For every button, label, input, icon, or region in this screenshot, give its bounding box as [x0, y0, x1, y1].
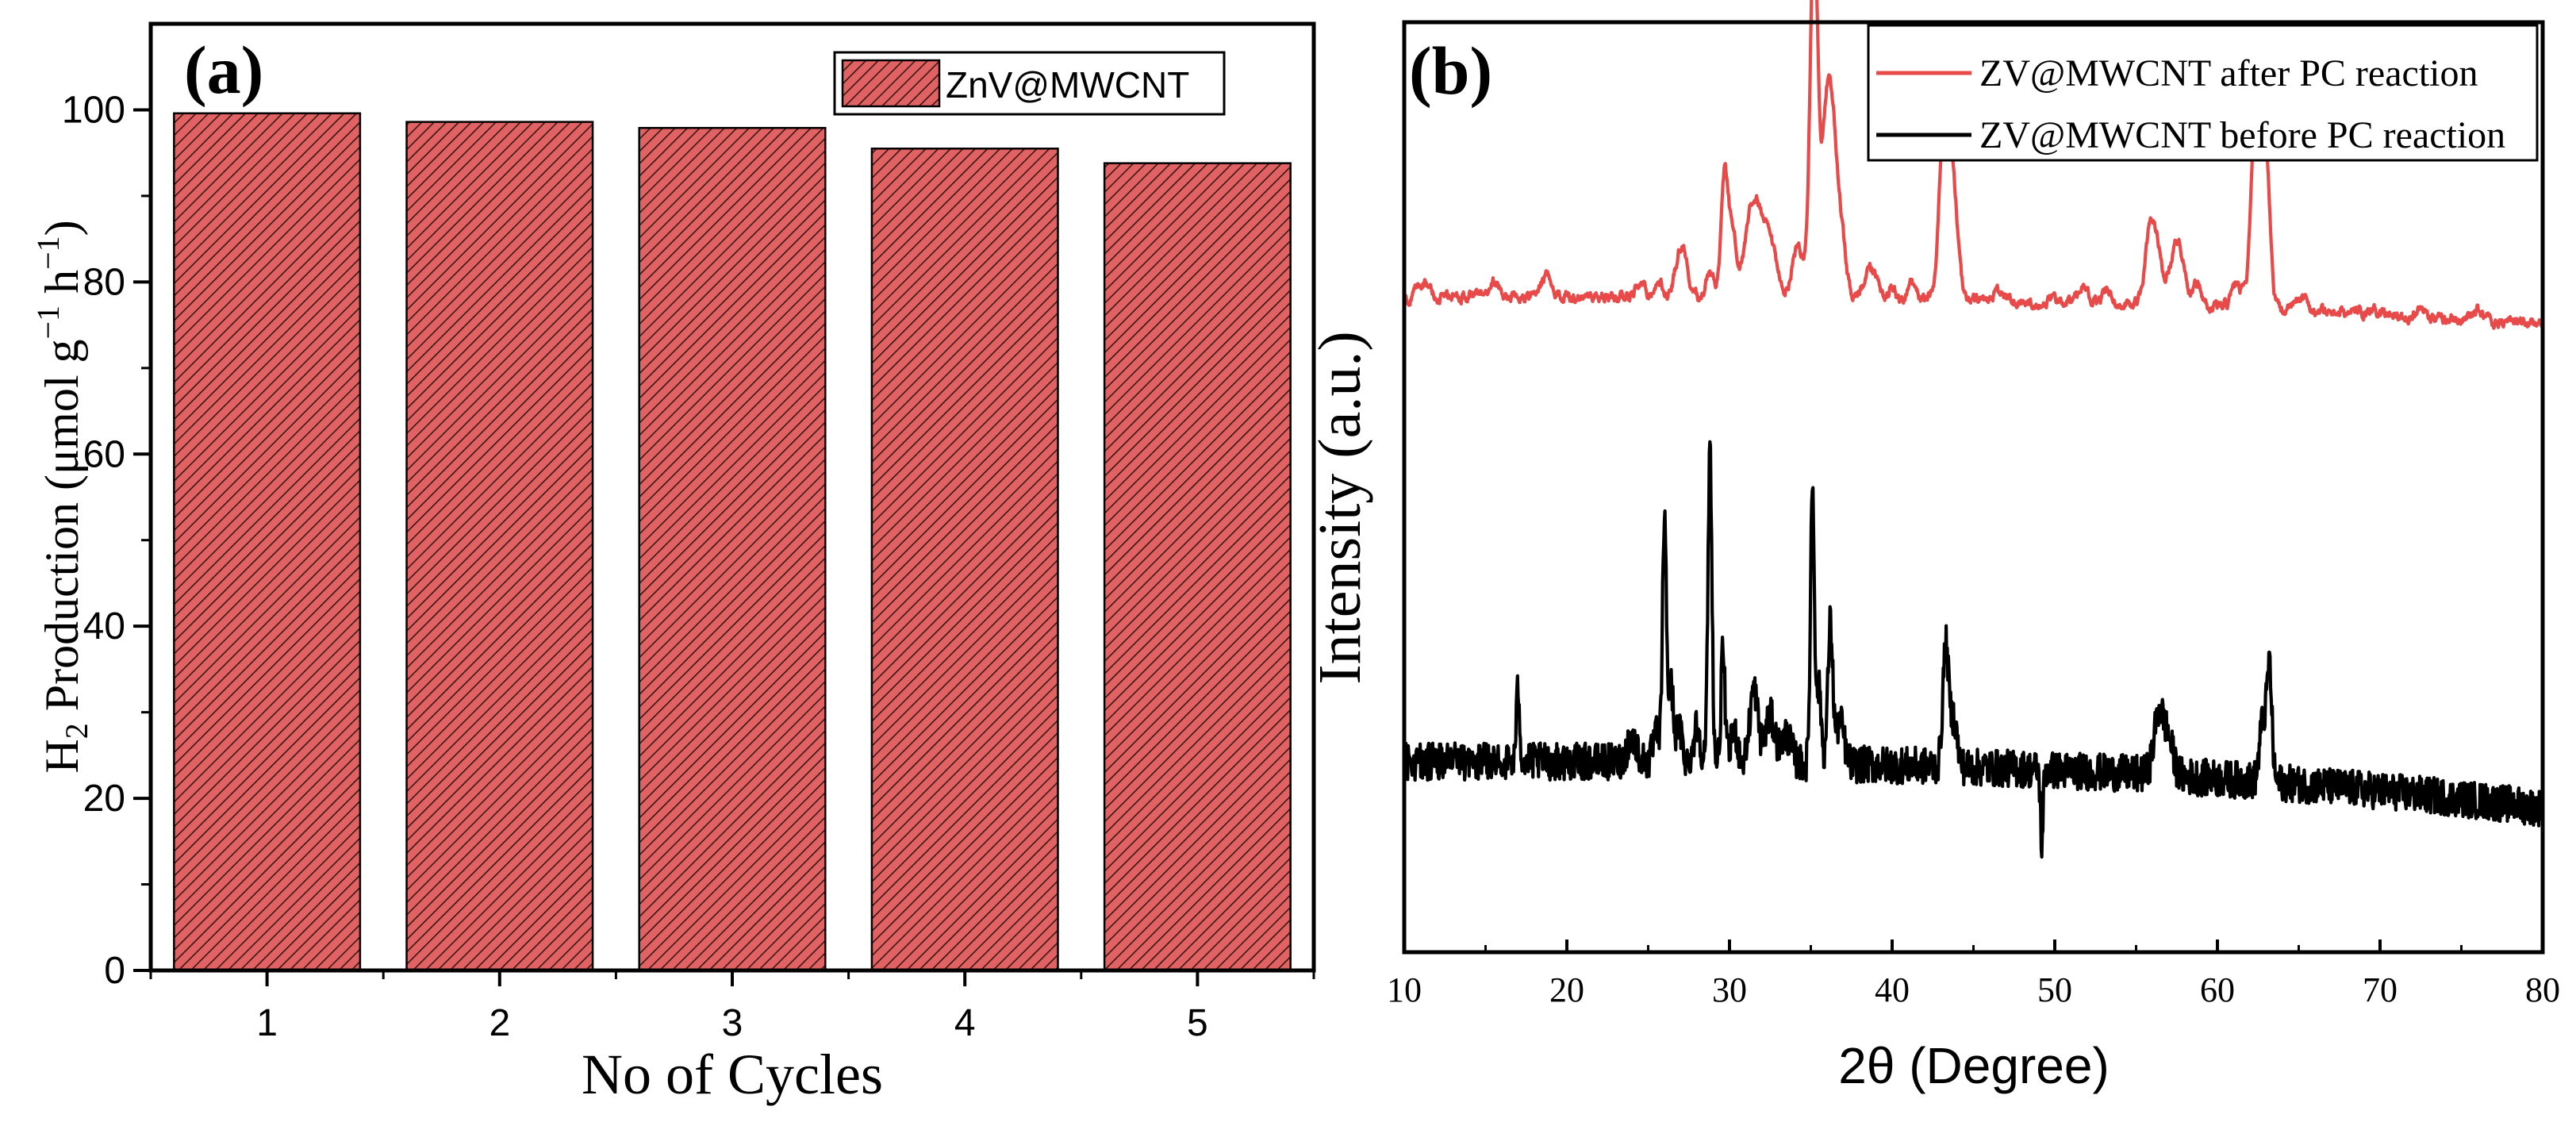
- y-tick-label: 100: [62, 89, 125, 131]
- panel-b-x-axis-label: 2θ (Degree): [1838, 1037, 2110, 1094]
- panel-a-label: (a): [184, 32, 263, 108]
- y-tick-label: 60: [83, 433, 125, 475]
- panel-a-x-ticks: 1 2 3 4 5: [149, 970, 1315, 1044]
- bar-cycle-5: [1103, 162, 1292, 972]
- y-tick-label: 80: [83, 261, 125, 303]
- legend-swatch-znv-mwcnt: [841, 59, 941, 108]
- x-tick-label: 4: [954, 1002, 976, 1044]
- bar-series-znv-mwcnt: [173, 112, 1292, 972]
- legend-label-znv-mwcnt: ZnV@MWCNT: [946, 64, 1189, 106]
- x-tick-label: 50: [2037, 970, 2072, 1009]
- x-tick-label: 1: [256, 1002, 278, 1044]
- x-tick-label: 10: [1387, 970, 1422, 1009]
- x-tick-label: 60: [2200, 970, 2235, 1009]
- y-tick-label: 40: [83, 605, 125, 647]
- panel-a-y-axis-label: H2 Production (μmol g−1 h−1): [30, 220, 94, 773]
- x-tick-label: 5: [1187, 1002, 1208, 1044]
- bar-cycle-3: [638, 126, 827, 972]
- series-line-before-pc-reaction: [1402, 440, 2545, 859]
- panel-b-x-ticks: 10 20 30 40 50 60 70 80: [1387, 939, 2560, 1009]
- y-tick-label: 0: [104, 950, 125, 992]
- series-line-after-pc-reaction: [1403, 0, 2545, 330]
- panel-b-xrd-chart: 10 20 30 40 50 60 70 80 (b) ZV@MWCNT after PC r…: [1307, 0, 2560, 1094]
- legend-label-after-pc-reaction: ZV@MWCNT after PC reaction: [1979, 52, 2478, 94]
- bar-cycle-1: [173, 112, 362, 972]
- x-tick-label: 80: [2525, 970, 2560, 1009]
- panel-a-x-axis-label: No of Cycles: [582, 1043, 883, 1106]
- x-tick-label: 40: [1875, 970, 1910, 1009]
- bar-cycle-4: [870, 148, 1059, 972]
- panel-b-label: (b): [1409, 33, 1492, 109]
- panel-a-legend: ZnV@MWCNT: [833, 51, 1226, 116]
- panel-a-y-ticks: 0 20 40 60 80 100: [62, 89, 151, 992]
- panel-b-plot-frame: [1402, 20, 2545, 955]
- x-tick-label: 2: [489, 1002, 510, 1044]
- y-tick-label: 20: [83, 778, 125, 820]
- x-tick-label: 20: [1549, 970, 1584, 1009]
- panel-b-y-axis-label: Intensity (a.u.): [1307, 331, 1373, 684]
- panel-a-bar-chart: 0 20 40 60 80 100 1 2 3 4 5 (a) ZnV@MWCNT No of C…: [30, 21, 1316, 1106]
- legend-label-before-pc-reaction: ZV@MWCNT before PC reaction: [1979, 114, 2505, 156]
- bar-cycle-2: [405, 121, 594, 972]
- panel-b-legend: ZV@MWCNT after PC reaction ZV@MWCNT befo…: [1867, 24, 2539, 162]
- x-tick-label: 3: [722, 1002, 743, 1044]
- x-tick-label: 30: [1712, 970, 1747, 1009]
- x-tick-label: 70: [2363, 970, 2397, 1009]
